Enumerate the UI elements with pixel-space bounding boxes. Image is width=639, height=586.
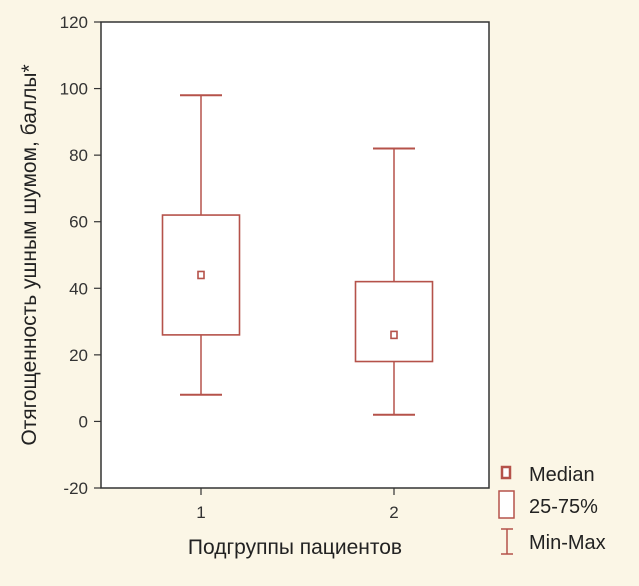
y-tick-label: 120 (60, 13, 88, 32)
y-axis: -20 0 20 40 60 80 100 120 (60, 13, 101, 498)
box-iqr (354, 280, 434, 363)
legend-box-marker (498, 490, 515, 519)
legend-box-label: 25-75% (529, 496, 598, 518)
legend-whisker-label: Min-Max (529, 532, 606, 554)
box-group (161, 94, 241, 396)
median-marker (390, 330, 398, 340)
legend-box-item: 25-75% (498, 490, 598, 519)
y-tick-label: 60 (69, 213, 88, 232)
x-tick-label: 1 (196, 503, 205, 522)
legend: Median 25-75% Min-Max (498, 464, 606, 555)
x-tick-label: 2 (389, 503, 398, 522)
y-tick-label: 100 (60, 80, 88, 99)
y-tick-label: 0 (79, 412, 88, 431)
legend-median-marker (500, 465, 512, 480)
box-group-container (161, 94, 434, 416)
legend-median-label: Median (529, 464, 595, 486)
legend-median-item: Median (500, 464, 595, 486)
y-tick-label: -20 (63, 479, 88, 498)
box-group (354, 147, 434, 416)
legend-whisker-item: Min-Max (501, 528, 606, 555)
y-tick-label: 80 (69, 146, 88, 165)
plot-area (100, 21, 490, 489)
y-axis-title: Отягощенность ушным шумом, баллы* (18, 64, 41, 445)
y-tick-label: 20 (69, 346, 88, 365)
y-tick-label: 40 (69, 279, 88, 298)
x-axis-title: Подгруппы пациентов (188, 536, 402, 559)
median-marker (197, 270, 205, 280)
